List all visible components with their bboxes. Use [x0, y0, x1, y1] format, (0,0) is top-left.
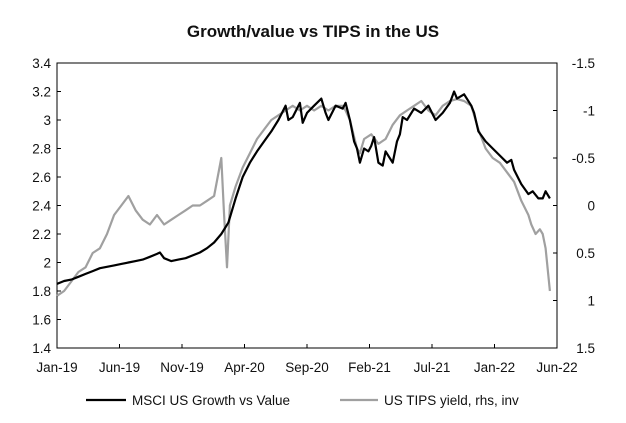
y-left-tick-label: 2.4 — [32, 199, 51, 214]
series-line-tips-yield — [56, 98, 551, 297]
y-right-ticks: -1.5 -1 -0.5 0 0.5 1 1.5 — [553, 56, 595, 356]
y-right-tick-label: -1 — [583, 104, 595, 119]
x-tick-label: Sep-20 — [285, 360, 329, 375]
legend-label-growth-value: MSCI US Growth vs Value — [132, 393, 290, 408]
legend-label-tips: US TIPS yield, rhs, inv — [384, 393, 519, 408]
y-left-tick-label: 2.6 — [32, 170, 51, 185]
y-left-tick-label: 2.2 — [32, 227, 51, 242]
y-left-tick-label: 3 — [43, 113, 51, 128]
x-tick-label: Jan-22 — [474, 360, 515, 375]
y-left-tick-label: 2 — [43, 256, 51, 271]
x-tick-label: Apr-20 — [224, 360, 265, 375]
x-tick-label: Jan-19 — [36, 360, 77, 375]
x-ticks: Jan-19 Jun-19 Nov-19 Apr-20 Sep-20 Feb-21 Jul-… — [36, 344, 578, 375]
x-tick-label: Jul-21 — [414, 360, 451, 375]
x-tick-label: Jun-22 — [536, 360, 577, 375]
y-left-tick-label: 1.4 — [32, 341, 51, 356]
x-tick-label: Feb-21 — [348, 360, 391, 375]
y-right-tick-label: 1.5 — [576, 341, 595, 356]
y-right-tick-label: -0.5 — [572, 151, 595, 166]
chart-title: Growth/value vs TIPS in the US — [187, 22, 439, 41]
y-left-tick-label: 1.8 — [32, 284, 51, 299]
y-right-tick-label: 1 — [587, 294, 595, 309]
y-right-tick-label: 0.5 — [576, 246, 595, 261]
y-left-tick-label: 3.4 — [32, 56, 51, 71]
y-left-tick-label: 2.8 — [32, 142, 51, 157]
y-left-ticks: 1.4 1.6 1.8 2 2.2 2.4 2.6 2.8 3 3.2 3.4 — [32, 56, 61, 356]
legend: MSCI US Growth vs Value US TIPS yield, r… — [86, 393, 519, 408]
y-right-tick-label: 0 — [587, 199, 595, 214]
series-lines — [56, 90, 551, 297]
series-line-growth-value — [56, 90, 551, 285]
y-right-tick-label: -1.5 — [572, 56, 595, 71]
x-tick-label: Nov-19 — [160, 360, 204, 375]
x-tick-label: Jun-19 — [99, 360, 140, 375]
y-left-tick-label: 1.6 — [32, 313, 51, 328]
y-left-tick-label: 3.2 — [32, 85, 51, 100]
